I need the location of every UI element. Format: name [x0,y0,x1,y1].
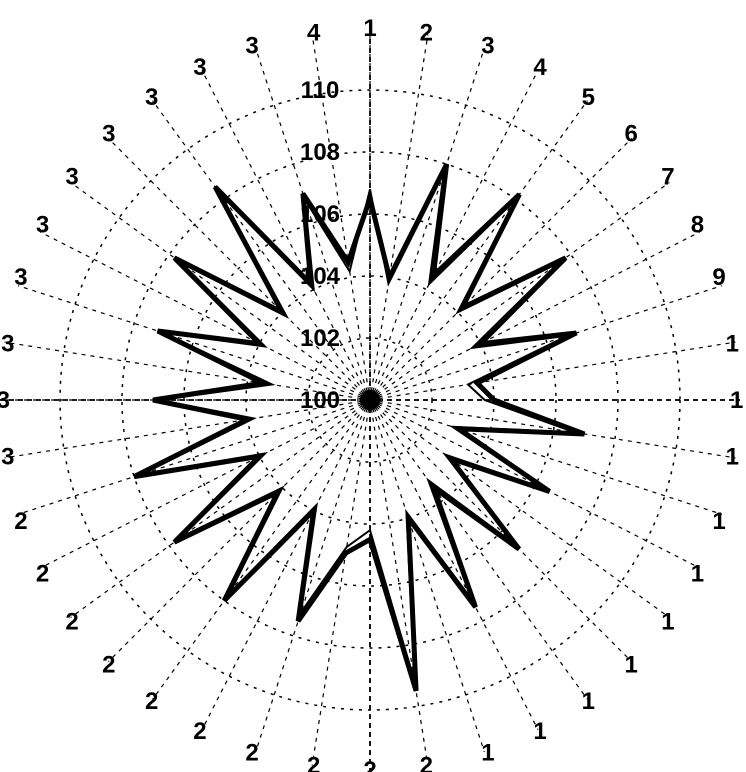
spoke-label: 1 [661,609,674,636]
axis-tick-label: 100 [300,387,340,414]
spoke-line [370,138,632,400]
spoke-line [370,48,484,400]
spoke-label: 3 [36,212,49,239]
spoke-label: 9 [712,264,725,291]
spoke-label: 3 [14,264,27,291]
spoke-line [153,400,370,699]
spoke-label: 3 [1,443,14,470]
spoke-label: 2 [145,688,158,715]
axis-tick-label: 102 [300,325,340,352]
spoke-label: 6 [625,120,638,147]
series-series2 [143,173,575,682]
axis-tick-label: 106 [300,201,340,228]
spoke-label: 3 [65,163,78,190]
spoke-line [40,400,370,568]
spoke-line [370,183,669,400]
spoke-label: 2 [363,757,376,772]
spoke-label: 8 [691,212,704,239]
spoke-label: 2 [420,753,433,772]
spoke-line [202,70,370,400]
spoke-label: 2 [420,19,433,46]
spoke-label: 1 [726,331,739,358]
spoke-label: 1 [481,739,494,766]
spoke-label: 1 [533,718,546,745]
spoke-label: 7 [661,163,674,190]
series-series1 [134,164,584,691]
spoke-label: 2 [245,739,258,766]
spoke-line [370,70,538,400]
spoke-label: 2 [36,560,49,587]
spoke-label: 1 [582,688,595,715]
axis-tick-label: 110 [301,77,340,104]
spoke-label: 1 [691,560,704,587]
spoke-label: 4 [533,54,547,81]
spoke-line [18,400,370,514]
spoke-label: 3 [245,33,258,60]
spoke-label: 4 [307,19,321,46]
spoke-label: 2 [307,753,320,772]
axis-tick-label: 108 [300,139,340,166]
spoke-line [370,232,700,400]
axis-tick-label: 104 [300,263,341,290]
spoke-line [256,400,370,752]
spoke-label: 3 [145,84,158,111]
spoke-label: 2 [193,718,206,745]
spoke-label: 3 [1,331,14,358]
spoke-line [370,286,722,400]
spoke-label: 3 [193,54,206,81]
spoke-label: 1 [726,443,739,470]
spoke-line [370,400,538,730]
spoke-label: 3 [102,120,115,147]
center-marker [360,390,380,410]
spoke-line [108,400,370,662]
spoke-label: 1 [730,387,743,414]
radar-chart: 1001021041061081101234567891111111111222… [0,0,746,772]
spoke-label: 2 [14,508,27,535]
spoke-label: 1 [712,508,725,535]
spoke-label: 1 [363,15,376,42]
spoke-line [40,232,370,400]
spoke-label: 2 [65,609,78,636]
spoke-line [370,400,735,458]
spoke-label: 3 [0,387,10,414]
spoke-label: 3 [481,33,494,60]
spoke-line [202,400,370,730]
spoke-label: 2 [102,652,115,679]
spoke-label: 1 [625,652,638,679]
spoke-line [370,342,735,400]
spoke-label: 5 [582,84,595,111]
